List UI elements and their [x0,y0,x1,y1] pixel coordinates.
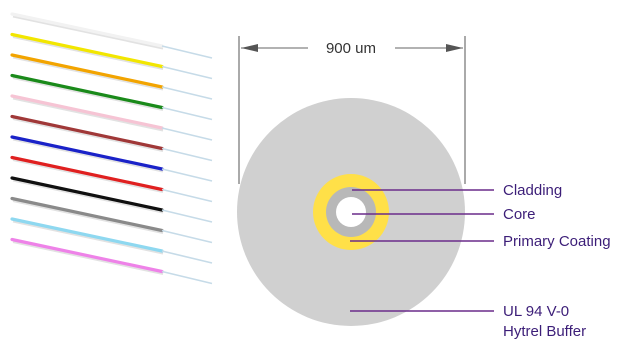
cladding-label: Cladding [503,182,562,199]
fiber-tip-orange [161,86,213,100]
fiber-shadow-rose [12,97,164,132]
fiber-shadow-slate [12,200,164,234]
fiber-brown [10,114,164,151]
fiber-shadow-black [12,179,164,214]
fiber-shadow-green [12,77,164,111]
fiber-black [10,176,164,212]
fiber-shadow-brown [12,118,164,152]
leader-lines [350,189,494,312]
fiber-tip-brown [161,147,213,162]
fiber-rose [10,94,164,130]
dimension-arrow-right [446,44,463,52]
fiber-tip-slate [161,229,213,244]
fiber-tip-yellow [161,65,213,80]
fiber-bundle [10,12,213,285]
fiber-blue [10,135,164,171]
fiber-tip-aqua [161,250,213,264]
fiber-shadow-orange [12,56,164,91]
fiber-red [10,155,164,192]
fiber-tip-green [161,106,213,121]
fiber-tip-violet [161,270,213,285]
fiber-tip-white [161,45,213,59]
fiber-shadow-white [12,15,164,50]
fiber-shadow-violet [12,241,164,275]
fiber-shadow-red [12,159,164,193]
fiber-orange [10,53,164,89]
dimension-arrow-left [241,44,258,52]
fiber-violet [10,237,164,274]
fiber-tip-red [161,188,213,203]
cross-section [237,98,465,326]
primary-coating-label: Primary Coating [503,233,611,250]
fiber-tip-black [161,209,213,223]
fiber-aqua [10,217,164,253]
dimension-annotation: 900 um [238,36,466,184]
dimension-label: 900 um [326,40,376,57]
fiber-white [10,12,164,48]
fiber-shadow-yellow [12,36,164,70]
fiber-shadow-aqua [12,220,164,255]
fiber-slate [10,196,164,233]
buffer-label-line1: UL 94 V-0 [503,303,569,320]
fiber-tip-blue [161,168,213,182]
fiber-yellow [10,32,164,69]
fiber-tip-rose [161,127,213,141]
buffer-label-line2: Hytrel Buffer [503,323,586,340]
fiber-green [10,73,164,110]
core-layer [336,197,366,227]
fiber-shadow-blue [12,138,164,173]
core-label: Core [503,206,536,223]
